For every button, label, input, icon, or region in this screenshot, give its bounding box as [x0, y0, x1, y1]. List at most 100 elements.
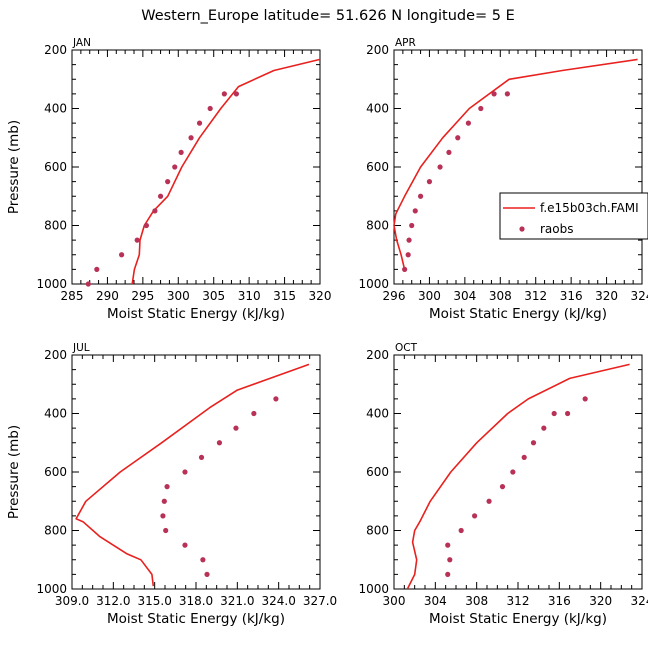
- obs-point-apr: [409, 222, 415, 229]
- x-tick-label: 320: [595, 289, 618, 303]
- panel-label-jul: JUL: [72, 342, 90, 354]
- y-axis-label: Pressure (mb): [6, 425, 22, 519]
- x-tick-label: 296: [383, 289, 406, 303]
- obs-point-jul: [200, 557, 206, 563]
- obs-point-oct: [565, 410, 571, 417]
- obs-point-jan: [152, 208, 158, 214]
- obs-point-apr: [437, 164, 443, 170]
- y-tick-label: 800: [366, 219, 389, 233]
- y-tick-label: 600: [44, 160, 67, 174]
- obs-point-apr: [465, 120, 471, 126]
- x-axis-label: Moist Static Energy (kJ/kg): [107, 306, 285, 322]
- obs-point-jul: [182, 469, 188, 475]
- x-tick-label: 308: [465, 594, 488, 608]
- x-axis-label: Moist Static Energy (kJ/kg): [429, 306, 607, 322]
- x-tick-label: 312: [507, 594, 530, 608]
- obs-point-jan: [143, 222, 149, 229]
- obs-point-jul: [233, 425, 239, 431]
- obs-point-jul: [164, 484, 170, 490]
- obs-point-jul: [251, 410, 257, 417]
- y-tick-label: 400: [366, 102, 389, 116]
- x-tick-label: 304: [424, 594, 447, 608]
- panels: JAN 285 290 295 300 305 310 315 320 1000 800 600 400…: [6, 37, 648, 627]
- y-tick-label: 400: [366, 407, 389, 421]
- obs-point-oct: [510, 469, 516, 475]
- x-tick-label: 321.0: [220, 594, 254, 608]
- y-tick-label: 1000: [358, 277, 389, 291]
- x-tick-label: 318.0: [179, 594, 213, 608]
- obs-point-oct: [541, 425, 547, 431]
- legend-obs-label: raobs: [540, 222, 574, 236]
- x-tick-label: 315.0: [137, 594, 171, 608]
- obs-point-jan: [233, 91, 239, 97]
- legend-model-label: f.e15b03ch.FAMI: [540, 201, 639, 215]
- x-tick-label: 327.0: [303, 594, 337, 608]
- obs-point-jan: [94, 266, 100, 272]
- x-tick-label: 300: [167, 289, 190, 303]
- x-tick-label: 312: [524, 289, 547, 303]
- obs-point-jul: [161, 498, 167, 504]
- obs-point-jul: [182, 542, 188, 548]
- obs-point-oct: [530, 440, 537, 446]
- x-tick-label: 285: [61, 289, 84, 303]
- y-tick-label: 1000: [358, 582, 389, 596]
- legend: f.e15b03ch.FAMI raobs: [499, 192, 648, 240]
- x-tick-label: 312.0: [96, 594, 130, 608]
- obs-point-oct: [445, 542, 451, 548]
- x-tick-label: 316: [548, 594, 571, 608]
- obs-point-apr: [405, 252, 411, 258]
- model-line-jul: [75, 363, 310, 587]
- obs-point-oct: [472, 513, 478, 519]
- x-tick-label: 304: [453, 289, 476, 303]
- obs-point-jul: [163, 527, 169, 534]
- legend-obs-swatch: [519, 226, 525, 232]
- panel-jul: JUL 309.0 312.0 315.0 318.0 321.0 324.0 327.0 10…: [6, 342, 337, 627]
- model-line-jan: [131, 58, 321, 285]
- y-tick-label: 1000: [36, 277, 67, 291]
- y-tick-label: 200: [366, 348, 389, 362]
- obs-point-apr: [412, 208, 418, 214]
- obs-point-jan: [172, 164, 178, 170]
- panel-label-oct: OCT: [395, 342, 418, 354]
- y-tick-label: 600: [366, 160, 389, 174]
- obs-point-jan: [119, 252, 125, 258]
- x-axis-label: Moist Static Energy (kJ/kg): [429, 611, 607, 627]
- obs-point-jan: [196, 120, 203, 126]
- plot-frame-apr: [393, 49, 643, 285]
- obs-point-apr: [426, 179, 433, 185]
- y-tick-label: 400: [44, 102, 67, 116]
- panel-apr: APR 296 300 304 308 312 316 320 324 1000 800 600 400…: [358, 37, 648, 322]
- x-tick-label: 320: [589, 594, 612, 608]
- obs-point-oct: [521, 454, 527, 460]
- x-tick-label: 324: [631, 289, 648, 303]
- obs-point-jul: [216, 440, 223, 446]
- x-tick-label: 315: [273, 289, 296, 303]
- y-tick-label: 200: [44, 43, 67, 57]
- obs-point-apr: [406, 237, 412, 243]
- obs-point-apr: [446, 149, 452, 155]
- obs-point-oct: [458, 527, 464, 534]
- panel-jan: JAN 285 290 295 300 305 310 315 320 1000 800 600 400…: [6, 37, 331, 322]
- obs-point-oct: [447, 557, 453, 563]
- obs-point-jan: [134, 237, 140, 243]
- y-tick-label: 200: [366, 43, 389, 57]
- obs-point-jan: [178, 149, 184, 155]
- obs-point-oct: [551, 410, 557, 417]
- x-tick-label: 324.0: [261, 594, 295, 608]
- panel-label-apr: APR: [395, 37, 416, 49]
- obs-point-apr: [478, 105, 484, 112]
- y-tick-label: 200: [44, 348, 67, 362]
- obs-point-apr: [402, 266, 408, 272]
- y-tick-label: 800: [366, 524, 389, 538]
- model-line-oct: [406, 363, 630, 590]
- plot-frame-oct: [393, 354, 643, 590]
- y-tick-label: 1000: [36, 582, 67, 596]
- x-tick-label: 290: [96, 289, 119, 303]
- x-tick-label: 295: [131, 289, 154, 303]
- obs-point-oct: [486, 498, 492, 504]
- y-tick-label: 400: [44, 407, 67, 421]
- x-tick-label: 316: [560, 289, 583, 303]
- obs-point-jul: [273, 396, 279, 402]
- y-tick-label: 800: [44, 219, 67, 233]
